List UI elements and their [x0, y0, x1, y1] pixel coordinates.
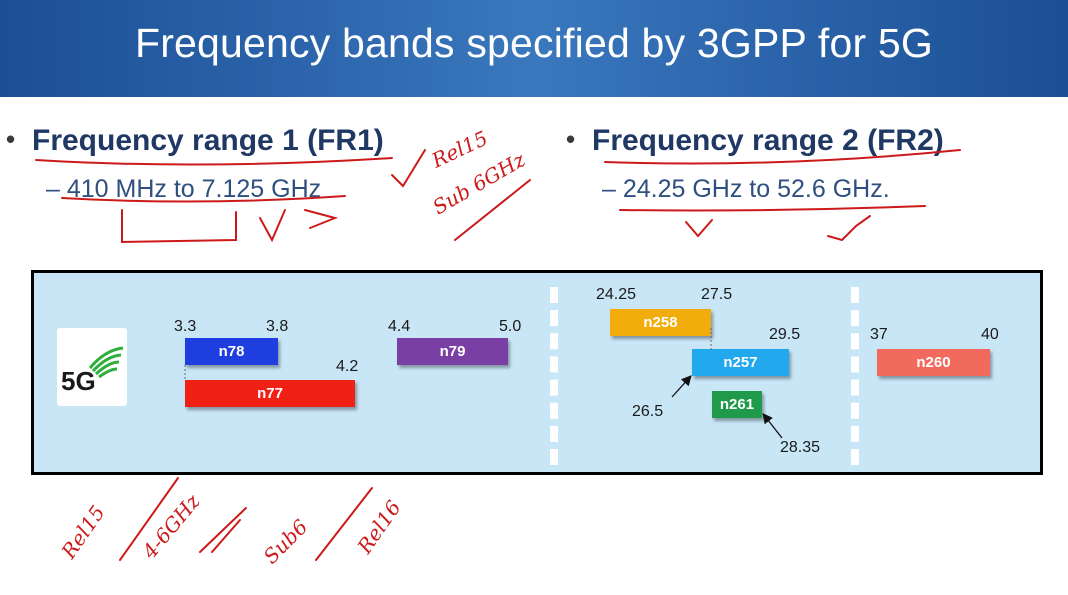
note-rel16: Rel16	[352, 496, 406, 559]
n257-start-arrow	[671, 375, 692, 398]
5g-logo: 5G	[57, 328, 127, 406]
n257-start-label: 26.5	[632, 403, 664, 420]
band-n77-label: n77	[257, 385, 283, 402]
band-n258: n258	[610, 309, 711, 336]
band-n78-label: n78	[218, 343, 245, 360]
fr1-bracket	[121, 209, 237, 244]
band-n78: n78	[185, 338, 278, 365]
fr2-heading: Frequency range 2 (FR2)	[592, 124, 944, 157]
bottom-slash-1	[119, 477, 179, 561]
band-n79: n79	[397, 338, 508, 365]
note-4-6ghz: 4-6GHz	[137, 489, 205, 564]
n261-end-arrow	[762, 412, 783, 439]
n79-end-label: 5.0	[499, 318, 522, 335]
title-bar: Frequency bands specified by 3GPP for 5G	[0, 0, 1068, 97]
band-n261: n261	[712, 391, 762, 418]
n260-start-label: 37	[870, 326, 888, 343]
n78-start-label: 3.3	[174, 318, 197, 335]
band-n258-label: n258	[643, 314, 678, 331]
note-rel15-top: Rel15	[427, 126, 491, 173]
band-n77: n77	[185, 380, 355, 407]
band-n260-label: n260	[916, 354, 951, 371]
n78-end-label: 3.8	[266, 318, 289, 335]
fr1-arrow-mark	[304, 209, 339, 229]
n257-end-label: 29.5	[769, 326, 801, 343]
fr2-range: – 24.25 GHz to 52.6 GHz.	[602, 175, 890, 203]
fr2-tick-mark-1	[685, 219, 713, 238]
n258-end-label: 27.5	[701, 286, 733, 303]
divider-fr2-n260	[851, 287, 859, 465]
fr1-heading: Frequency range 1 (FR1)	[32, 124, 384, 157]
fr2-tick-mark-2	[827, 215, 871, 242]
fr1-range: – 410 MHz to 7.125 GHz	[46, 175, 322, 203]
fr1-underline	[35, 157, 393, 166]
fr1-check-mark	[391, 149, 426, 188]
band-n79-label: n79	[439, 343, 466, 360]
note-sub6: Sub6	[259, 515, 313, 569]
divider-fr1-fr2	[550, 287, 558, 465]
5g-logo-graphic: 5G	[61, 346, 124, 396]
fr2-range-underline	[619, 205, 926, 212]
n77-end-label: 4.2	[336, 358, 359, 375]
bullet-dot: •	[566, 124, 576, 154]
bottom-slash-2	[199, 507, 247, 553]
5g-logo-text: 5G	[61, 366, 96, 396]
band-diagram: 5G 3.3 3.8 n78 4.2 n77 4.4 5.0 n79 24.25…	[31, 270, 1043, 475]
bottom-slash-3	[211, 519, 241, 553]
bottom-slash-4	[315, 487, 373, 561]
band-n257-label: n257	[723, 354, 758, 371]
band-n260: n260	[877, 349, 990, 376]
n260-end-label: 40	[981, 326, 999, 343]
note-sub6ghz: Sub 6GHz	[429, 147, 530, 219]
bullet-dot: •	[6, 124, 16, 154]
band-n261-label: n261	[719, 396, 755, 413]
n79-start-label: 4.4	[388, 318, 411, 335]
slide-title: Frequency bands specified by 3GPP for 5G	[134, 20, 934, 66]
fr2-bullet: • Frequency range 2 (FR2)	[566, 124, 944, 158]
fr1-side-slash	[454, 179, 531, 241]
diagram-connectors	[184, 328, 783, 439]
n258-start-label: 24.25	[596, 286, 637, 303]
fr1-bullet: • Frequency range 1 (FR1)	[6, 124, 384, 158]
fr1-tick-mark	[259, 209, 286, 243]
note-rel15-bottom: Rel15	[56, 501, 110, 564]
n261-end-label: 28.35	[780, 439, 821, 456]
band-n257: n257	[692, 349, 789, 376]
